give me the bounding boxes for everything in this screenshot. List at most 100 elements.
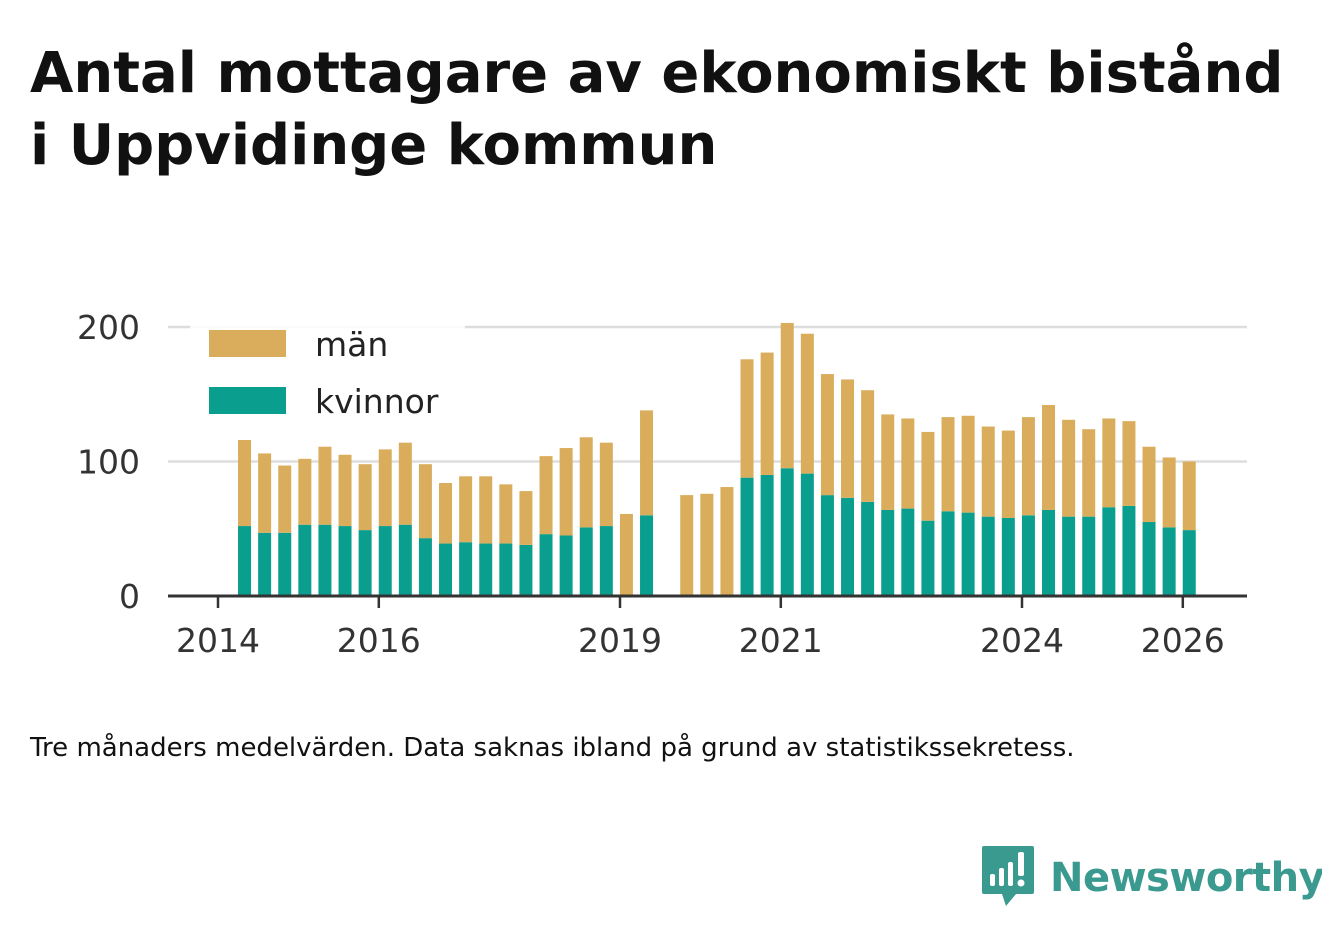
bar-kvinnor [278,532,292,596]
bar-kvinnor [1162,527,1176,596]
bar-kvinnor [1062,516,1076,596]
bar-man [358,464,372,531]
bar-kvinnor [459,542,473,596]
bar-kvinnor [358,530,372,596]
bar-man [901,418,915,509]
bar-man [559,448,573,536]
bar-kvinnor [479,543,493,596]
bar-man [1162,457,1176,528]
bar-kvinnor [439,543,453,596]
bar-kvinnor [1021,515,1035,596]
bar-man [579,437,593,528]
bar-kvinnor [841,497,855,596]
bar-man [378,449,392,527]
bar-man [881,414,895,510]
bar-kvinnor [1102,507,1116,596]
x-tick-label: 2026 [1141,621,1225,660]
bar-kvinnor [740,477,754,596]
bar-man [740,359,754,478]
bar-man [680,495,694,596]
bar-kvinnor [1001,517,1015,596]
bar-kvinnor [499,543,513,596]
bar-kvinnor [258,532,272,596]
bar-kvinnor [800,473,814,596]
bar-man [1021,417,1035,516]
bar-kvinnor [519,544,533,596]
x-tick-label: 2016 [337,621,421,660]
bar-kvinnor [760,474,774,596]
y-tick-label: 100 [77,443,140,482]
bar-man [338,454,352,527]
bar-man [258,453,272,533]
chart-title: Antal mottagare av ekonomiskt bistånd i … [30,41,1284,178]
bar-man [820,374,834,496]
bar-kvinnor [238,526,252,596]
x-tick-label: 2014 [176,621,260,660]
bar-man [981,426,995,517]
axes: 0 100 200 2014 2016 2019 2021 2024 2026 [77,308,1247,660]
bar-man [961,415,975,513]
bar-kvinnor [981,516,995,596]
newsworthy-logo-icon [980,844,1036,912]
bar-kvinnor [961,512,975,596]
bar-man [459,476,473,543]
bar-man [720,487,734,596]
bar-kvinnor [780,468,794,596]
bar-man [841,379,855,498]
bar-kvinnor [418,538,432,596]
legend: män kvinnor [190,322,465,434]
bar-man [1001,430,1015,518]
bar-man [640,410,654,516]
bars [238,322,1196,596]
y-tick-label: 200 [77,308,140,347]
bar-man [499,484,513,544]
bar-man [298,458,312,525]
x-tick-label: 2019 [578,621,662,660]
bar-man [599,442,613,527]
bar-man [861,390,875,502]
bar-kvinnor [941,511,955,596]
x-tick-label: 2021 [739,621,823,660]
bar-kvinnor [901,508,915,596]
bar-kvinnor [1182,530,1196,596]
bar-man [1122,421,1136,506]
bar-kvinnor [1122,505,1136,596]
bar-man [439,483,453,544]
bar-kvinnor [539,534,553,596]
bar-kvinnor [881,509,895,596]
legend-label: män [315,325,388,364]
legend-label: kvinnor [315,382,439,421]
bar-man [418,464,432,539]
bar-man [1042,405,1056,510]
bar-kvinnor [559,535,573,596]
bar-man [519,491,533,545]
bar-man [941,417,955,512]
legend-swatch [209,387,286,414]
bar-man [700,493,714,596]
bar-kvinnor [298,524,312,596]
bar-kvinnor [318,524,332,596]
bar-man [539,456,553,535]
bar-man [238,439,252,527]
bar-man [318,446,332,525]
bar-man [800,333,814,474]
stacked-bar-chart: 0 100 200 2014 2016 2019 2021 2024 2026 män kvinn… [77,308,1247,660]
bar-man [1082,429,1096,517]
bar-man [1182,461,1196,531]
bar-kvinnor [1042,509,1056,596]
chart-caption: Tre månaders medelvärden. Data saknas ib… [30,733,1075,763]
bar-kvinnor [1082,516,1096,596]
bar-kvinnor [820,495,834,596]
bar-kvinnor [398,524,412,596]
bar-man [760,352,774,475]
bar-kvinnor [599,526,613,596]
bar-man [479,476,493,544]
bar-man [398,442,412,525]
legend-swatch [209,330,286,357]
bar-man [278,465,292,533]
bar-kvinnor [1142,522,1156,596]
bar-kvinnor [378,526,392,596]
brand-logo: Newsworthy [980,846,1322,910]
x-tick-label: 2024 [980,621,1064,660]
brand-name: Newsworthy [1050,855,1322,901]
